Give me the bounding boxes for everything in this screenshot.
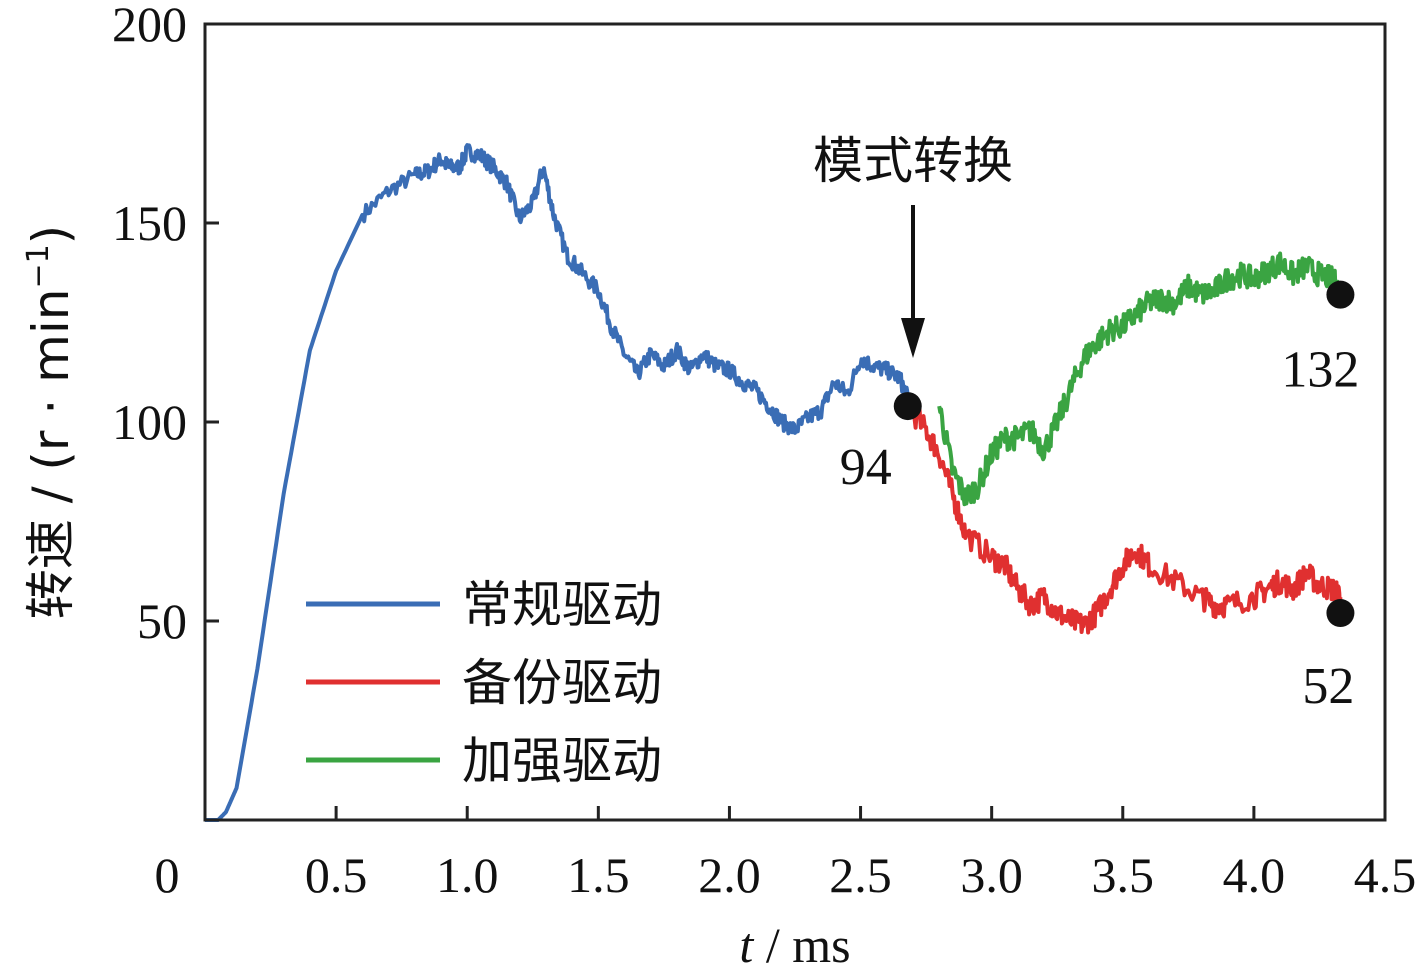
y-axis-main: 转速 / (r · min [22, 289, 80, 620]
x-tick-label: 1.5 [567, 847, 630, 903]
x-tick-label: 0 [155, 847, 180, 903]
x-tick-label: 4.0 [1223, 847, 1286, 903]
legend-label: 常规驱动 [462, 576, 662, 634]
marker-point [1326, 599, 1355, 628]
annotation-arrow-head [901, 318, 925, 358]
series-line-3 [937, 251, 1343, 507]
marker-label: 52 [1302, 658, 1354, 715]
marker-point [893, 392, 922, 421]
marker-point [1326, 280, 1355, 309]
x-tick-label: 0.5 [305, 847, 368, 903]
x-tick-label: 4.5 [1354, 847, 1417, 903]
series-layer [203, 143, 1343, 822]
x-axis-title: t / ms [739, 917, 850, 966]
tick-layer: 0 0.5 1.0 1.5 2.0 2.5 3.0 3.5 4.0 4.5 50 100 150 200 [112, 0, 1416, 903]
y-tick-label: 200 [112, 0, 187, 52]
legend-label: 备份驱动 [462, 654, 662, 712]
y-axis-title: 转速 / (r · min−1) [21, 225, 80, 619]
x-tick-label: 3.0 [960, 847, 1023, 903]
series-line-2 [905, 401, 1343, 635]
x-axis-var: t [739, 917, 754, 966]
legend-label: 加强驱动 [462, 732, 662, 790]
y-tick-label: 150 [112, 195, 187, 251]
marker-label: 94 [840, 439, 892, 496]
mode-switch-annotation: 模式转换 [813, 132, 1013, 190]
marker-layer: 94 132 52 [840, 280, 1359, 715]
y-tick-label: 100 [112, 394, 187, 450]
y-axis-sup: −1 [21, 244, 56, 288]
annotation: 模式转换 [813, 132, 1013, 358]
x-axis-unit: / ms [753, 917, 850, 966]
series-line-1 [203, 143, 910, 822]
x-tick-label: 2.0 [698, 847, 761, 903]
x-tick-label: 3.5 [1092, 847, 1155, 903]
marker-label: 132 [1281, 342, 1359, 399]
x-tick-label: 1.0 [436, 847, 499, 903]
plot-frame [203, 22, 1387, 822]
y-axis-close: ) [22, 225, 80, 245]
x-tick-label: 2.5 [829, 847, 892, 903]
y-tick-label: 50 [137, 593, 187, 649]
